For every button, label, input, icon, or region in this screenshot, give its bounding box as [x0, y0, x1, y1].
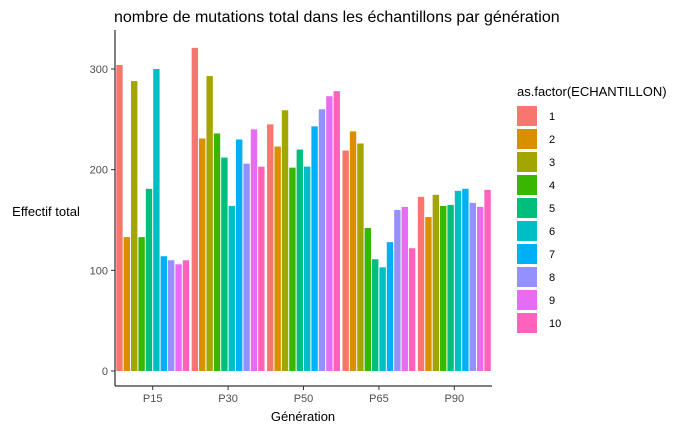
- bar-P65-sample-10: [408, 248, 416, 371]
- bar-P50-sample-9: [326, 96, 333, 372]
- y-tick-label: 200: [90, 165, 108, 177]
- bar-P65-sample-4: [364, 228, 372, 371]
- chart-title: nombre de mutations total dans les échan…: [114, 9, 560, 26]
- legend-key-5: [517, 198, 537, 218]
- bar-P15-sample-1: [116, 64, 123, 371]
- bar-P15-sample-7: [160, 256, 167, 371]
- bar-P90-sample-8: [469, 202, 476, 371]
- legend-key-3: [517, 152, 537, 172]
- legend-label-3: 3: [549, 157, 555, 169]
- bar-P15-sample-4: [138, 237, 145, 371]
- legend-label-9: 9: [549, 295, 555, 307]
- bar-P50-sample-3: [281, 110, 289, 372]
- bar-P15-sample-8: [167, 260, 175, 371]
- bar-P90-sample-10: [484, 189, 491, 371]
- bar-P30-sample-5: [221, 157, 228, 371]
- plot-area: 0 100 200 300 P15 P30 P50 P65 P90: [90, 30, 492, 405]
- bar-P65-sample-9: [401, 206, 408, 371]
- legend-key-8: [517, 267, 537, 287]
- legend-key-2: [517, 129, 537, 149]
- bar-P65-sample-8: [394, 209, 401, 371]
- bar-P15-sample-2: [123, 237, 131, 371]
- bar-P50-sample-4: [289, 167, 296, 371]
- bar-P65-sample-2: [349, 131, 357, 371]
- bar-P15-sample-9: [175, 264, 182, 371]
- legend-label-10: 10: [549, 318, 561, 330]
- x-tick-label: P30: [218, 393, 238, 405]
- bar-P65-sample-3: [357, 143, 364, 371]
- bar-P15-sample-6: [153, 69, 160, 371]
- bar-P65-sample-6: [379, 267, 386, 371]
- bar-P90-sample-1: [417, 196, 425, 371]
- bar-P30-sample-7: [235, 139, 243, 371]
- bars: [116, 47, 491, 372]
- legend-label-5: 5: [549, 203, 555, 215]
- legend-label-7: 7: [549, 249, 555, 261]
- bar-P90-sample-7: [462, 188, 469, 371]
- y-tick-label: 100: [90, 265, 108, 277]
- legend-label-4: 4: [549, 180, 555, 192]
- bar-P65-sample-7: [386, 242, 394, 371]
- legend-key-9: [517, 290, 537, 310]
- legend-items: 1 2 3 4 5 6 7 8 9 10: [517, 106, 561, 333]
- legend-key-1: [517, 106, 537, 126]
- x-tick-label: P50: [294, 393, 314, 405]
- bar-P30-sample-4: [213, 133, 221, 371]
- bar-P90-sample-9: [476, 206, 484, 371]
- legend-label-2: 2: [549, 134, 555, 146]
- bar-P30-sample-1: [191, 47, 199, 372]
- x-ticks: P15 P30 P50 P65 P90: [143, 386, 464, 405]
- x-axis-title: Génération: [271, 409, 335, 424]
- legend-key-4: [517, 175, 537, 195]
- x-tick-label: P90: [445, 393, 465, 405]
- bar-P50-sample-8: [318, 109, 326, 372]
- y-axis-title: Effectif total: [12, 204, 80, 219]
- legend-label-1: 1: [549, 111, 555, 123]
- bar-P15-sample-10: [182, 260, 190, 371]
- bar-P30-sample-8: [243, 163, 250, 371]
- bar-P50-sample-6: [304, 166, 311, 371]
- bar-P90-sample-3: [432, 194, 440, 371]
- legend-label-8: 8: [549, 272, 555, 284]
- bar-P50-sample-7: [311, 126, 318, 371]
- legend-key-6: [517, 221, 537, 241]
- bar-P30-sample-3: [206, 76, 213, 372]
- legend: as.factor(ECHANTILLON) 1 2 3 4 5 6 7 8 9 10: [517, 84, 667, 333]
- legend-key-10: [517, 313, 537, 333]
- y-tick-label: 300: [90, 64, 108, 76]
- x-tick-label: P65: [369, 393, 389, 405]
- x-tick-label: P15: [143, 393, 163, 405]
- bar-P65-sample-1: [342, 150, 349, 371]
- bar-P50-sample-10: [333, 91, 340, 372]
- bar-P65-sample-5: [372, 259, 379, 371]
- bar-P90-sample-4: [440, 205, 447, 371]
- legend-label-6: 6: [549, 226, 555, 238]
- bar-P90-sample-6: [454, 190, 462, 371]
- bar-P15-sample-5: [145, 188, 153, 371]
- legend-title: as.factor(ECHANTILLON): [517, 84, 667, 99]
- legend-key-7: [517, 244, 537, 264]
- bar-P90-sample-5: [447, 204, 454, 371]
- bar-P30-sample-10: [258, 166, 265, 371]
- bar-P50-sample-5: [296, 149, 303, 371]
- bar-P30-sample-6: [228, 205, 235, 371]
- bar-P30-sample-2: [199, 138, 206, 371]
- bar-P90-sample-2: [425, 216, 432, 371]
- bar-P50-sample-2: [274, 146, 281, 371]
- bar-P30-sample-9: [250, 129, 258, 371]
- y-tick-label: 0: [102, 366, 108, 378]
- y-ticks: 0 100 200 300: [90, 64, 115, 378]
- bar-P50-sample-1: [267, 124, 274, 372]
- bar-P15-sample-3: [131, 81, 138, 371]
